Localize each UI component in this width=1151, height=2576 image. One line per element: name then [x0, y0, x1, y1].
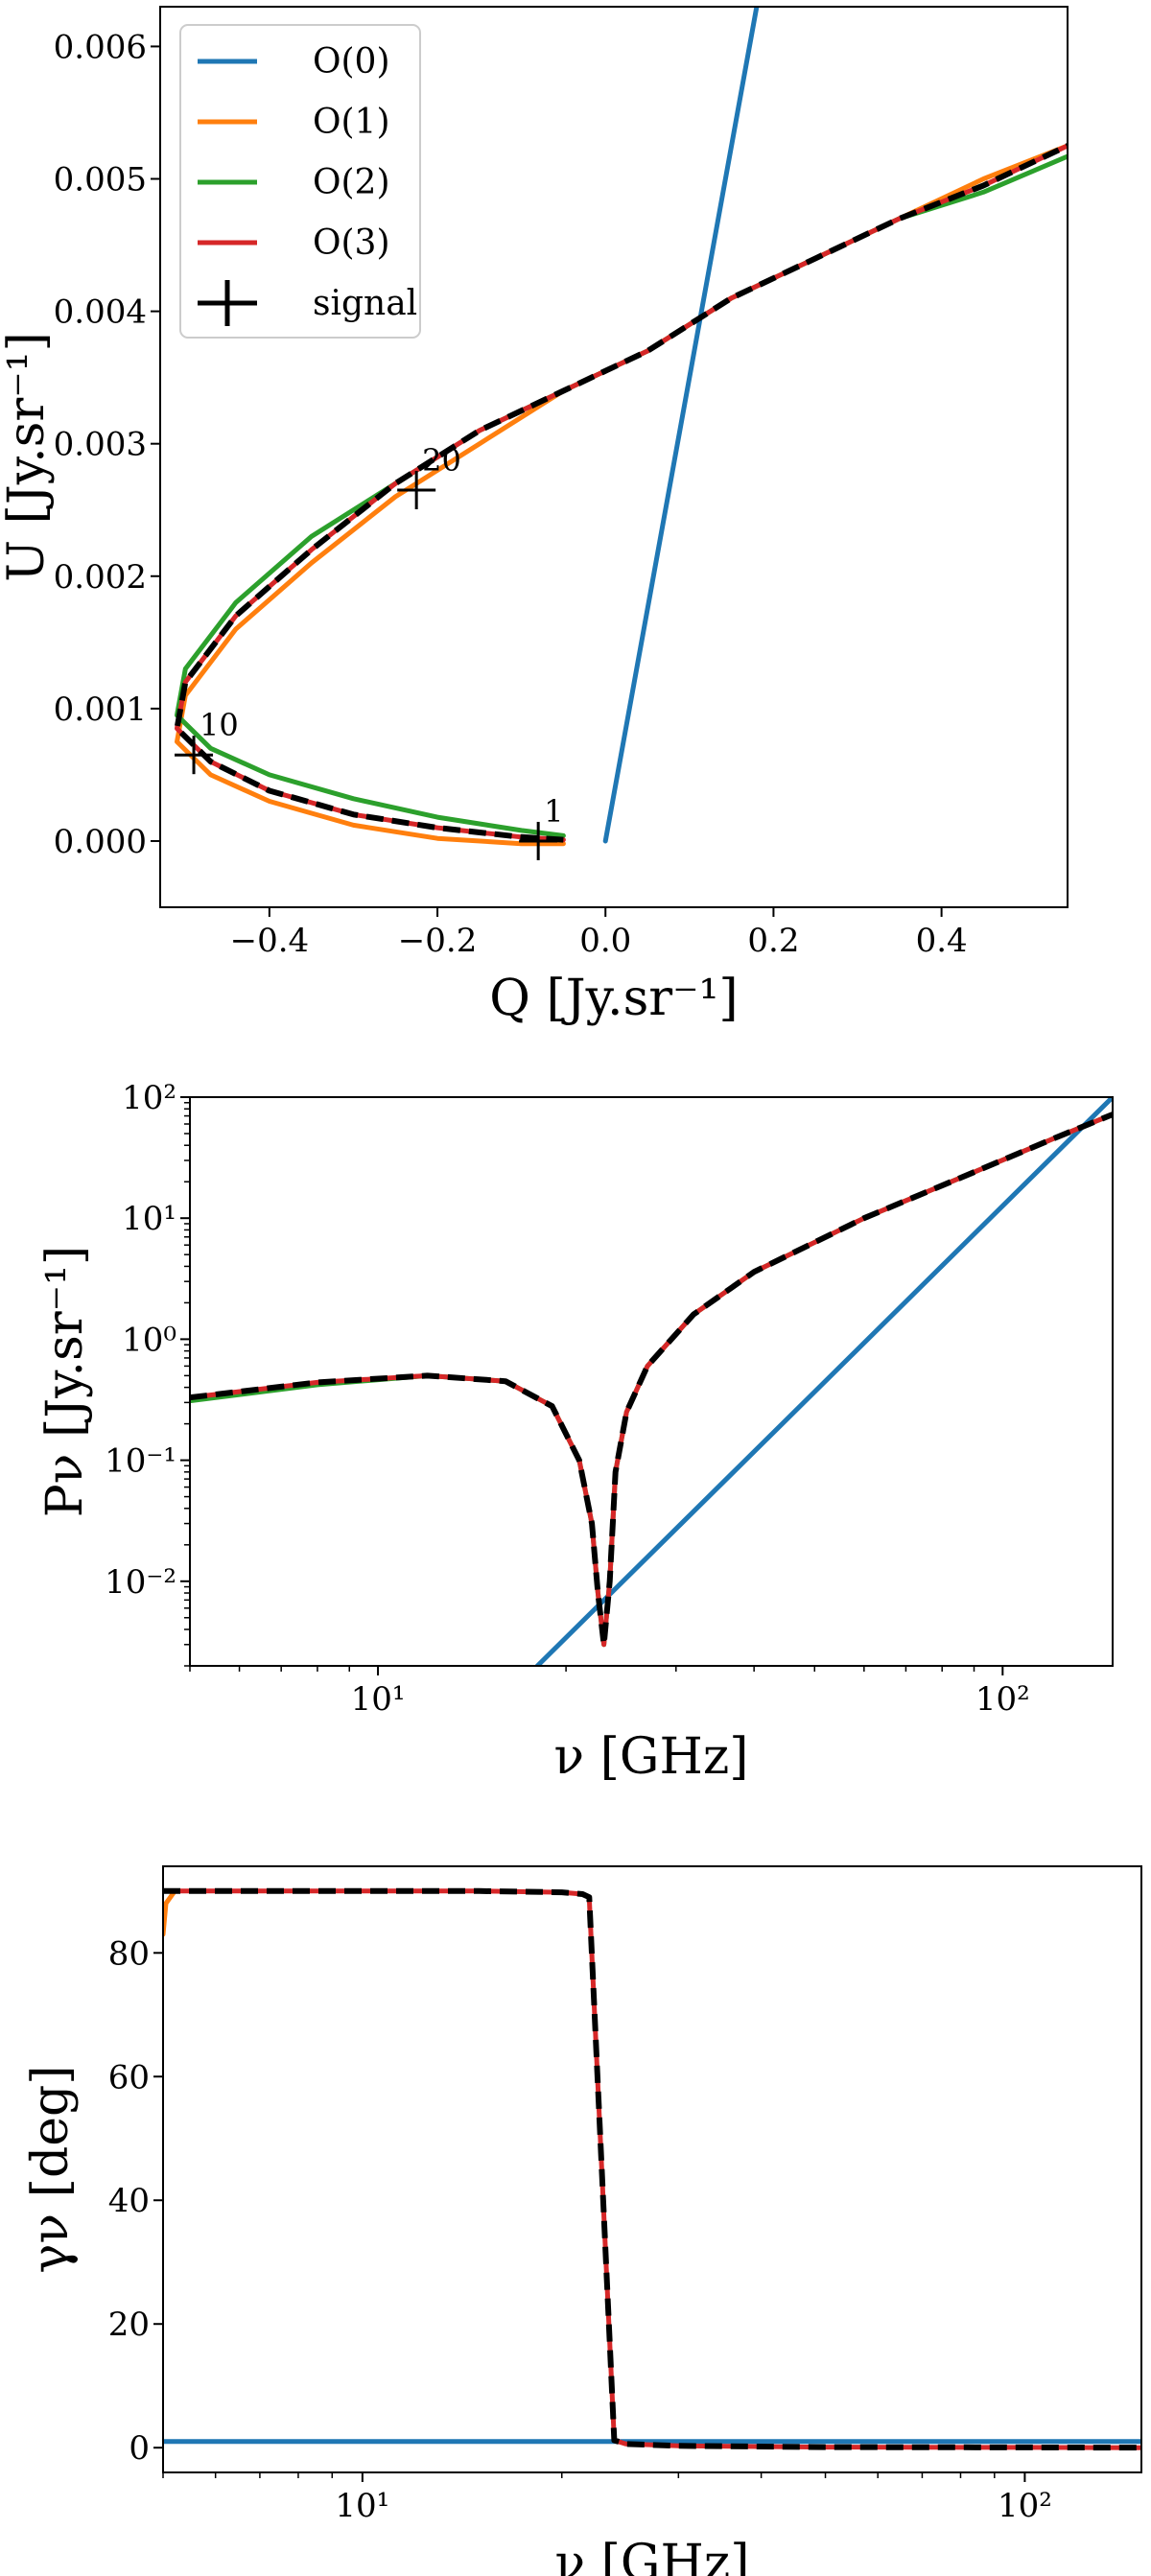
- series-line-o-1: [163, 1888, 177, 1937]
- qu-plane-chart: 1 10 20 −0.4 −0.2 0.0 0.2 0.4 0.000 0.001 0.002 0.0…: [0, 6, 1069, 1027]
- x-tick-label: −0.2: [398, 922, 478, 960]
- plot-frame: [162, 1865, 1142, 2473]
- y-axis-label: γν [deg]: [22, 2065, 80, 2273]
- x-tick-label: 10¹: [335, 2487, 389, 2525]
- polarization-angle-chart: 10¹ 10² 0 20 40 60 80 ν [GHz] γν [deg]: [22, 1865, 1142, 2576]
- legend-label: signal: [313, 284, 417, 323]
- series-line-signal: [163, 1887, 1141, 2451]
- y-tick-label: 20: [108, 2306, 150, 2344]
- y-tick-label: 10¹: [122, 1200, 176, 1238]
- y-tick-label: 0.004: [54, 293, 147, 332]
- y-tick-label: 0.000: [54, 823, 147, 861]
- x-tick-label: 10¹: [351, 1680, 406, 1719]
- y-tick-label: 80: [108, 1934, 150, 1973]
- marker-label: 10: [200, 707, 239, 743]
- legend-label: O(2): [313, 163, 390, 202]
- marker-label: 20: [422, 442, 461, 479]
- y-tick-label: 0.005: [54, 161, 147, 199]
- plot-frame: [189, 1096, 1114, 1667]
- x-tick-label: −0.4: [230, 922, 310, 960]
- x-tick-label: 10²: [975, 1680, 1030, 1719]
- x-tick-label: 0.0: [579, 922, 631, 960]
- legend-label: O(1): [313, 103, 390, 142]
- series-group: [174, 7, 1068, 847]
- y-tick-label: 60: [108, 2058, 150, 2096]
- series-line-signal: [190, 1112, 1113, 1648]
- y-axis-label: U [Jy.sr⁻¹]: [0, 332, 56, 582]
- polarized-intensity-chart: 10¹ 10² 10⁻² 10⁻¹ 10⁰ 10¹ 10² ν [GHz] Pν [Jy.sr⁻…: [36, 1079, 1114, 1786]
- y-axis-label: Pν [Jy.sr⁻¹]: [36, 1246, 94, 1517]
- series-line-o-0: [534, 1097, 1113, 1666]
- legend-label: O(0): [313, 42, 390, 82]
- plot-frame: [159, 6, 1069, 908]
- legend-box: [179, 24, 421, 339]
- series-line-o-3: [163, 1888, 1141, 2450]
- y-tick-label: 40: [108, 2182, 150, 2220]
- marker-label: 1: [544, 793, 563, 830]
- y-tick-label: 0.002: [54, 558, 147, 597]
- x-tick-label: 0.4: [916, 922, 968, 960]
- y-tick-label: 0.001: [54, 691, 147, 729]
- y-tick-label: 0.006: [54, 28, 147, 66]
- legend-label: O(3): [313, 223, 390, 263]
- x-axis-label: ν [GHz]: [555, 2535, 750, 2576]
- y-tick-label: 0.003: [54, 426, 147, 464]
- x-tick-label: 0.2: [747, 922, 799, 960]
- y-tick-label: 0: [129, 2429, 150, 2468]
- y-tick-label: 10⁻¹: [105, 1442, 176, 1481]
- series-line-signal: [174, 143, 1068, 843]
- series-group: [163, 1887, 1141, 2451]
- y-tick-label: 10⁰: [122, 1321, 176, 1359]
- x-axis-label: ν [GHz]: [554, 1728, 749, 1786]
- x-axis-label: Q [Jy.sr⁻¹]: [489, 970, 738, 1027]
- series-line-o-0: [602, 7, 760, 844]
- series-group: [190, 1097, 1113, 1666]
- y-tick-label: 10⁻²: [105, 1563, 176, 1602]
- x-tick-label: 10²: [998, 2487, 1052, 2525]
- y-tick-label: 10²: [122, 1079, 176, 1117]
